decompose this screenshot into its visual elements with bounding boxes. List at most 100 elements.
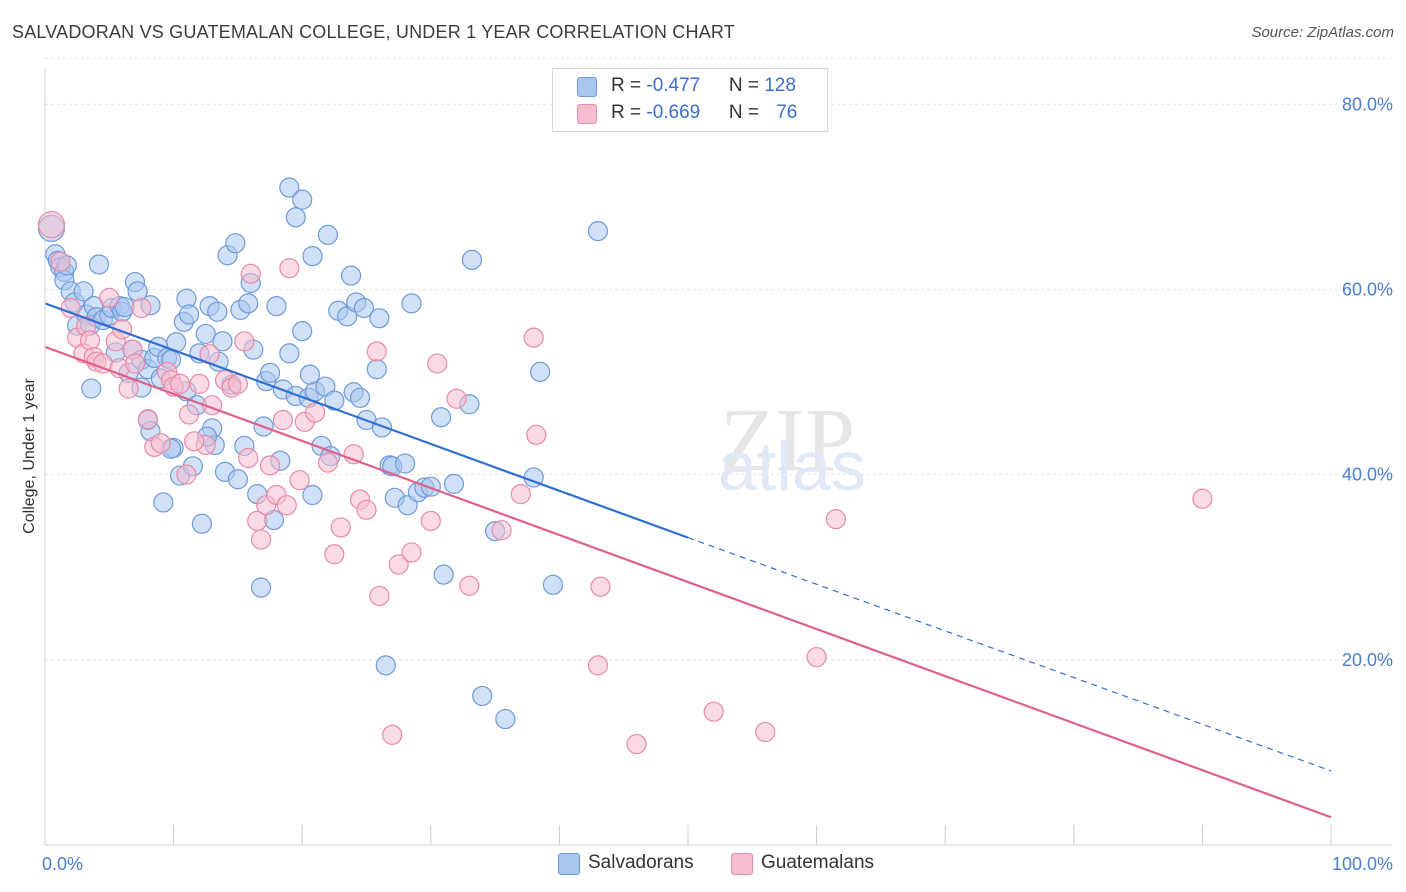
source-label: Source: ZipAtlas.com bbox=[1251, 24, 1394, 41]
salvadoran-point bbox=[324, 390, 345, 411]
salvadoran-point bbox=[195, 323, 216, 345]
legend-n-label: N = bbox=[728, 102, 765, 123]
salvadoran-point bbox=[375, 655, 396, 676]
guatemalan-point bbox=[289, 470, 310, 491]
salvadoran-point bbox=[227, 469, 248, 490]
x-tick-label-max: 100.0% bbox=[1332, 854, 1393, 874]
guatemalan-point bbox=[240, 263, 261, 284]
salvadoran-point bbox=[401, 293, 422, 314]
salvadoran-point bbox=[420, 476, 441, 497]
guatemalan-point bbox=[356, 499, 377, 520]
guatemalan-legend-swatch bbox=[731, 853, 753, 875]
salvadoran-point bbox=[178, 304, 200, 325]
guatemalan-point bbox=[366, 341, 387, 362]
guatemalan-point bbox=[330, 517, 351, 538]
guatemalan-point bbox=[526, 424, 547, 445]
salvadoran-point bbox=[433, 564, 454, 585]
guatemalan-point bbox=[382, 724, 403, 745]
salvadoran-point bbox=[430, 407, 452, 428]
chart-title: SALVADORAN VS GUATEMALAN COLLEGE, UNDER … bbox=[12, 22, 735, 42]
salvadoran-point bbox=[443, 473, 465, 495]
guatemalan-point bbox=[1192, 488, 1213, 509]
salvadoran-point bbox=[153, 492, 174, 513]
legend-n-value: 128 bbox=[764, 75, 796, 96]
salvadoran-point bbox=[250, 577, 272, 598]
legend-r-label: R = bbox=[611, 102, 647, 123]
guatemalan-point bbox=[510, 483, 531, 505]
guatemalan-point bbox=[491, 520, 512, 541]
salvadoran-point bbox=[279, 343, 300, 364]
legend-r-value: -0.477 bbox=[646, 75, 701, 96]
y-tick-label: 20.0% bbox=[1342, 650, 1393, 670]
salvadoran-point bbox=[73, 281, 94, 302]
salvadoran-point bbox=[542, 574, 564, 595]
salvadoran-point bbox=[88, 254, 110, 275]
guatemalan-point bbox=[99, 287, 120, 308]
salvadoran-point bbox=[349, 387, 371, 408]
guatemalan-point bbox=[184, 431, 205, 452]
guatemalan-points bbox=[37, 211, 1213, 755]
salvadoran-point bbox=[225, 233, 246, 254]
salvadoran-point bbox=[371, 417, 393, 438]
guatemalan-legend-label: Guatemalans bbox=[761, 852, 875, 873]
guatemalan-point bbox=[446, 388, 467, 409]
legend-r-value: -0.669 bbox=[646, 102, 701, 123]
guatemalan-point bbox=[189, 373, 210, 395]
salvadoran-point bbox=[472, 685, 493, 707]
salvadoran-point bbox=[266, 296, 287, 317]
salvadoran-point bbox=[259, 362, 281, 383]
salvadoran-point bbox=[299, 364, 321, 385]
watermark-zip: ZIP bbox=[720, 391, 855, 490]
guatemalan-point bbox=[176, 464, 197, 485]
guatemalan-point bbox=[626, 733, 647, 755]
legend-r-label: R = bbox=[611, 75, 647, 96]
salvadoran-point bbox=[495, 708, 516, 730]
guatemalan-point bbox=[427, 353, 448, 374]
salvadoran-point bbox=[238, 293, 259, 314]
x-tick-label-min: 0.0% bbox=[42, 854, 83, 874]
salvadoran-point bbox=[302, 246, 323, 267]
guatemalan-point bbox=[388, 554, 409, 575]
salvadoran-point bbox=[366, 358, 387, 380]
y-tick-label: 60.0% bbox=[1342, 279, 1393, 299]
legend-n-value: 76 bbox=[776, 102, 798, 123]
guatemalan-point bbox=[227, 373, 248, 395]
guatemalan-point bbox=[238, 447, 259, 469]
guatemalan-swatch bbox=[577, 104, 597, 124]
salvadoran-point bbox=[191, 513, 212, 534]
guatemalan-trend-line bbox=[44, 345, 1332, 819]
guatemalan-point bbox=[825, 508, 846, 530]
guatemalan-point bbox=[37, 211, 66, 239]
guatemalan-point bbox=[250, 529, 272, 550]
salvadoran-point bbox=[302, 484, 323, 506]
salvadoran-trend-line bbox=[44, 302, 689, 539]
guatemalan-point bbox=[124, 353, 146, 374]
salvadoran-legend-label: Salvadorans bbox=[588, 852, 694, 873]
guatemalan-point bbox=[131, 297, 152, 319]
guatemalan-point bbox=[50, 251, 71, 272]
salvadoran-point bbox=[353, 297, 375, 319]
guatemalan-point bbox=[79, 330, 101, 351]
salvadoran-point bbox=[279, 177, 300, 198]
guatemalan-point bbox=[369, 585, 390, 607]
guatemalan-point bbox=[178, 404, 200, 425]
salvadoran-point bbox=[587, 221, 609, 242]
guatemalan-point bbox=[137, 408, 158, 430]
salvadoran-point bbox=[81, 378, 102, 399]
salvadoran-swatch bbox=[577, 77, 597, 97]
trend-lines bbox=[44, 302, 1332, 819]
guatemalan-point bbox=[259, 455, 281, 476]
salvadoran-legend-swatch bbox=[558, 853, 580, 875]
salvadoran-point bbox=[285, 207, 306, 228]
guatemalan-point bbox=[523, 327, 544, 348]
guatemalan-point bbox=[590, 576, 611, 597]
axes: 20.0% 40.0% 60.0% 80.0% 0.0% 100.0% bbox=[42, 68, 1393, 874]
salvadoran-point bbox=[212, 331, 233, 352]
y-tick-label: 40.0% bbox=[1342, 465, 1393, 485]
salvadoran-trend-extension bbox=[687, 537, 1332, 772]
guatemalan-point bbox=[150, 433, 171, 454]
guatemalan-point bbox=[755, 721, 776, 743]
guatemalan-point bbox=[118, 378, 139, 399]
salvadoran-point bbox=[369, 308, 390, 329]
